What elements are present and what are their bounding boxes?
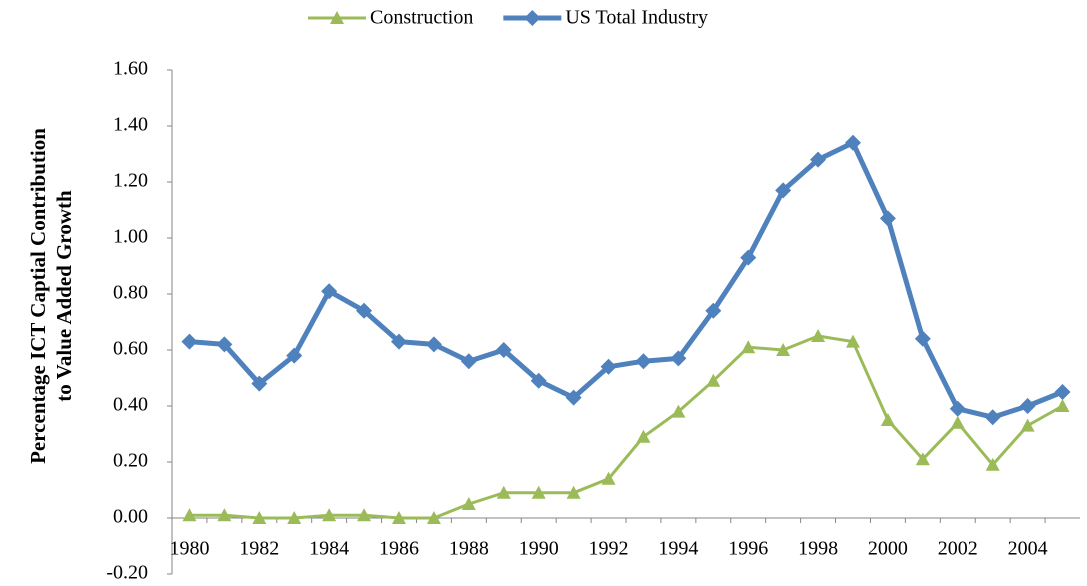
marker bbox=[1054, 384, 1071, 400]
marker bbox=[636, 429, 651, 443]
marker bbox=[217, 508, 232, 522]
x-tick-label: 1982 bbox=[239, 538, 279, 560]
marker bbox=[322, 508, 337, 522]
x-tick-label: 1994 bbox=[658, 538, 698, 560]
marker bbox=[287, 511, 302, 524]
x-tick-label: 1984 bbox=[309, 538, 349, 560]
marker bbox=[914, 330, 931, 347]
marker bbox=[600, 358, 617, 375]
marker bbox=[671, 404, 686, 418]
marker bbox=[776, 343, 791, 356]
y-tick-label: 0.60 bbox=[113, 338, 148, 360]
x-tick-label: 1986 bbox=[379, 538, 419, 560]
legend-label: Construction bbox=[370, 7, 473, 29]
marker bbox=[810, 151, 827, 168]
legend-item: US Total Industry bbox=[503, 7, 708, 29]
y-axis-title-line: Percentage ICT Captial Contribution bbox=[26, 128, 50, 464]
x-tick-label: 1990 bbox=[519, 538, 559, 560]
legend-label: US Total Industry bbox=[565, 7, 708, 29]
y-tick-label: 1.00 bbox=[113, 226, 148, 248]
marker bbox=[425, 336, 442, 353]
y-axis-title-line: to Value Added Growth bbox=[52, 190, 76, 402]
x-tick-label: 1980 bbox=[169, 538, 209, 560]
marker bbox=[984, 409, 1001, 426]
marker bbox=[706, 373, 721, 387]
marker bbox=[356, 302, 373, 319]
marker bbox=[775, 182, 792, 199]
marker bbox=[252, 511, 267, 524]
marker bbox=[495, 342, 512, 358]
y-tick-label: 1.20 bbox=[113, 170, 148, 192]
legend-item: Construction bbox=[308, 7, 473, 29]
marker bbox=[530, 372, 547, 389]
y-tick-label: 0.20 bbox=[113, 450, 148, 472]
series-line bbox=[189, 334, 1064, 520]
marker bbox=[461, 497, 476, 510]
marker bbox=[181, 333, 198, 350]
marker bbox=[426, 511, 441, 524]
marker bbox=[705, 302, 722, 319]
marker bbox=[845, 134, 861, 151]
marker bbox=[1020, 418, 1035, 432]
y-tick-label: 1.40 bbox=[113, 114, 148, 136]
y-tick-label: 0.40 bbox=[113, 394, 148, 416]
x-tick-label: 2002 bbox=[938, 538, 978, 560]
marker bbox=[740, 249, 757, 266]
x-tick-label: 1998 bbox=[798, 538, 838, 560]
y-tick-label: 0.80 bbox=[113, 282, 148, 304]
marker bbox=[182, 508, 197, 522]
marker bbox=[566, 485, 581, 499]
marker bbox=[949, 400, 966, 417]
marker bbox=[216, 336, 233, 353]
marker bbox=[635, 353, 652, 370]
x-tick-label: 1996 bbox=[728, 538, 768, 560]
series-line bbox=[189, 140, 1064, 420]
marker bbox=[670, 350, 687, 367]
marker bbox=[392, 511, 406, 524]
marker bbox=[950, 415, 965, 429]
x-tick-label: 2004 bbox=[1008, 538, 1048, 560]
marker bbox=[286, 347, 303, 364]
marker bbox=[880, 413, 895, 426]
marker bbox=[565, 389, 582, 406]
marker bbox=[601, 471, 616, 485]
marker bbox=[391, 333, 407, 350]
y-tick-label: 1.60 bbox=[113, 58, 148, 80]
marker bbox=[1055, 399, 1070, 412]
marker bbox=[846, 334, 860, 348]
legend-marker bbox=[330, 11, 344, 24]
marker bbox=[1019, 398, 1036, 414]
marker bbox=[741, 340, 756, 354]
marker bbox=[811, 329, 826, 342]
y-axis-title: Percentage ICT Captial Contribution to V… bbox=[26, 128, 76, 464]
marker bbox=[531, 485, 546, 499]
marker bbox=[357, 508, 372, 522]
legend-marker bbox=[524, 10, 541, 26]
y-tick-label: -0.20 bbox=[106, 562, 148, 584]
marker bbox=[985, 457, 1000, 471]
marker bbox=[251, 375, 268, 392]
marker bbox=[879, 210, 896, 227]
marker bbox=[496, 485, 511, 499]
x-tick-label: 1988 bbox=[449, 538, 489, 560]
x-tick-label: 2000 bbox=[868, 538, 908, 560]
marker bbox=[915, 452, 930, 466]
x-tick-label: 1992 bbox=[589, 538, 629, 560]
marker bbox=[460, 353, 477, 370]
y-tick-label: 0.00 bbox=[113, 506, 148, 528]
marker bbox=[321, 283, 338, 300]
